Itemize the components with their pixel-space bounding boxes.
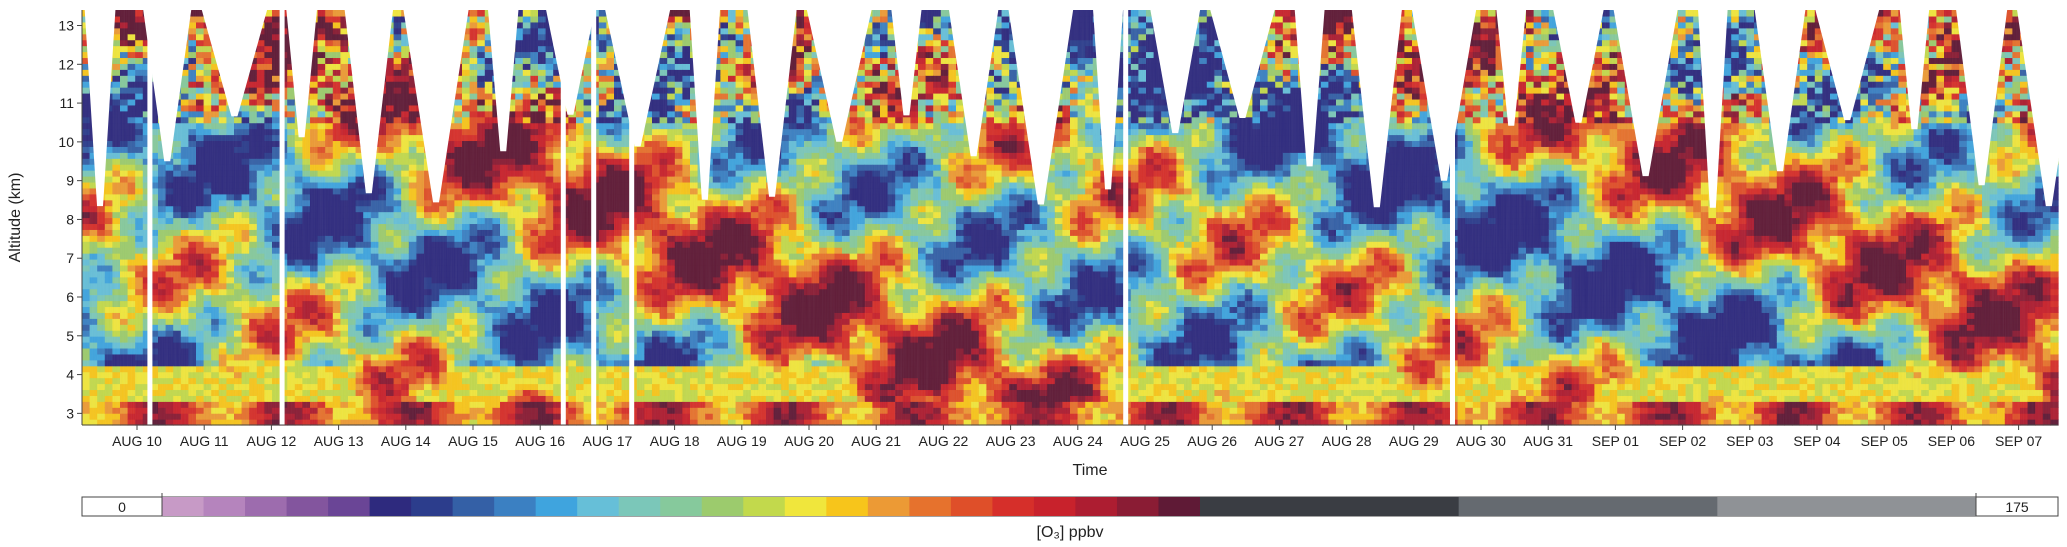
ozone-curtain-chart: AUG 10 AUG 11 AUG 12 AUG 13 AUG 14 AUG 15 AUG … — [7, 10, 2059, 541]
